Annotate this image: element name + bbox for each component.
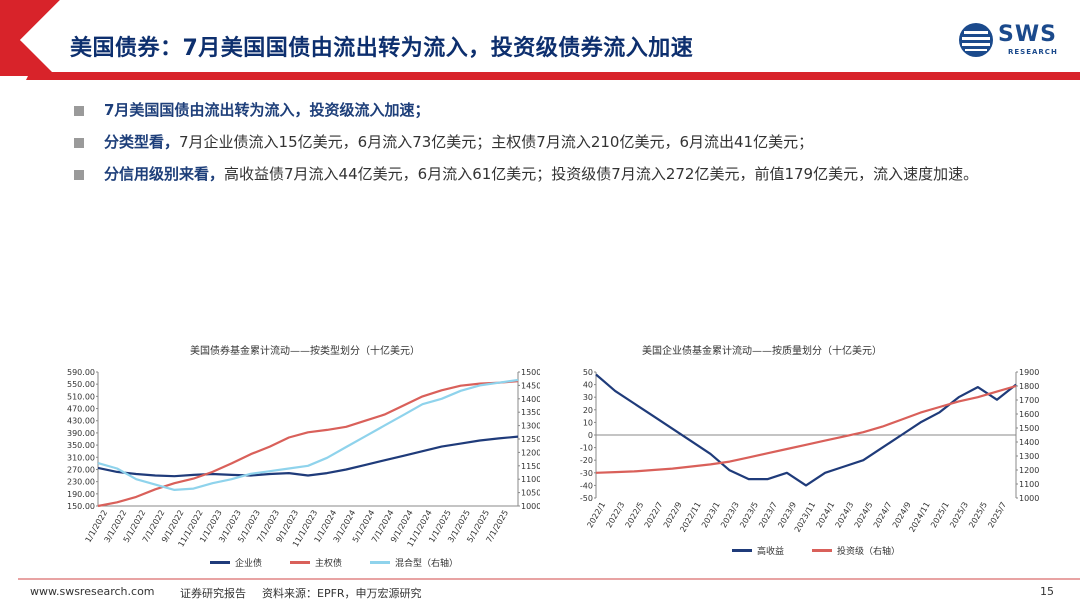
bullet-text: 7月企业债流入15亿美元，6月流入73亿美元；主权债7月流入210亿美元，6月流… <box>179 133 814 151</box>
legend-item: 投资级（右轴） <box>812 544 900 557</box>
bullet-square-icon <box>74 106 84 116</box>
bullet-lead: 分类型看， <box>104 133 180 151</box>
left-axis-tick-label: 230.00 <box>67 478 95 487</box>
logo-subtitle: RESEARCH <box>1008 48 1058 56</box>
series-line-2 <box>97 378 519 491</box>
sws-logo: SWS RESEARCH <box>958 22 1058 62</box>
left-axis-tick-label: -30 <box>580 469 593 478</box>
legend-label: 高收益 <box>757 547 785 557</box>
right-axis-tick-label: 1300.00 <box>521 422 540 431</box>
right-axis-tick-label: 1800 <box>1019 382 1039 391</box>
left-axis-tick-label: 50 <box>583 368 593 377</box>
right-axis-tick-label: 1200.00 <box>521 448 540 457</box>
right-axis-tick-label: 1200 <box>1019 466 1039 475</box>
right-axis-tick-label: 1400 <box>1019 438 1039 447</box>
legend-item: 主权债 <box>290 556 342 569</box>
left-axis-tick-label: 10 <box>583 418 593 427</box>
bullet-lead: 7月美国国债由流出转为流入，投资级流入加速； <box>104 101 430 119</box>
legend-label: 企业债 <box>235 559 263 569</box>
right-axis-tick-label: 1000 <box>1019 494 1039 503</box>
series-line-1 <box>595 384 1017 474</box>
series-line-1 <box>97 380 519 508</box>
chart-bond-by-type: 美国债券基金累计流动——按类型划分（十亿美元） 590.00 550.00 510.… <box>40 338 540 573</box>
right-axis-tick-label: 1300 <box>1019 452 1039 461</box>
bullet-item: 分信用级别来看，高收益债7月流入44亿美元，6月流入61亿美元；投资级债7月流入… <box>72 162 1052 187</box>
series-line-0 <box>595 373 1017 487</box>
legend-label: 投资级（右轴） <box>837 547 901 557</box>
legend-label: 主权债 <box>315 559 343 569</box>
right-axis-tick-label: 1250.00 <box>521 435 540 444</box>
left-axis-tick-label: 590.00 <box>67 368 95 377</box>
left-axis-tick-label: 0 <box>588 431 593 440</box>
legend-item: 混合型（右轴） <box>370 556 458 569</box>
slide-header: 美国债券：7月美国国债由流出转为流入，投资级债券流入加速 SWS RESEARC… <box>0 0 1080 88</box>
left-axis-tick-label: 390.00 <box>67 429 95 438</box>
bullet-square-icon <box>74 170 84 180</box>
left-axis-tick-label: 150.00 <box>67 502 95 511</box>
sws-globe-icon <box>959 23 993 57</box>
right-axis-tick-label: 1000.00 <box>521 502 540 511</box>
bullet-list: 7月美国国债由流出转为流入，投资级流入加速； 分类型看，7月企业债流入15亿美元… <box>72 98 1052 194</box>
left-axis-tick-label: 30 <box>583 393 593 402</box>
bullet-lead: 分信用级别来看， <box>104 165 225 183</box>
x-axis-tick-label: 2025/7 <box>986 501 1008 530</box>
bullet-item: 分类型看，7月企业债流入15亿美元，6月流入73亿美元；主权债7月流入210亿美… <box>72 130 1052 155</box>
legend-swatch <box>812 549 833 552</box>
right-axis-tick-label: 1100.00 <box>521 475 540 484</box>
left-axis-tick-label: 350.00 <box>67 441 95 450</box>
left-axis-tick-label: 550.00 <box>67 380 95 389</box>
right-axis-tick-label: 1150.00 <box>521 462 540 471</box>
header-banner-shape <box>0 0 1080 80</box>
left-axis-tick-label: -10 <box>580 444 593 453</box>
left-axis-tick-label: -40 <box>580 481 593 490</box>
chart-title: 美国企业债基金累计流动——按质量划分（十亿美元） <box>642 346 882 357</box>
legend-item: 企业债 <box>210 556 262 569</box>
page-number: 15 <box>1040 585 1054 598</box>
left-axis-tick-label: 40 <box>583 381 593 390</box>
left-axis-tick-label: 270.00 <box>67 465 95 474</box>
footer-url[interactable]: www.swsresearch.com <box>30 585 155 598</box>
bullet-item: 7月美国国债由流出转为流入，投资级流入加速； <box>72 98 1052 123</box>
right-axis-tick-label: 1500.00 <box>521 368 540 377</box>
right-axis-tick-label: 1400.00 <box>521 395 540 404</box>
footer-report-type: 证券研究报告 <box>180 587 246 600</box>
logo-wordmark: SWS <box>998 22 1057 47</box>
chart-corp-by-quality: 美国企业债基金累计流动——按质量划分（十亿美元） 50 40 30 20 10 0 -10 -… <box>560 338 1060 573</box>
series-line-0 <box>97 435 519 478</box>
footer-divider <box>18 578 1080 580</box>
left-axis-tick-label: 20 <box>583 406 593 415</box>
right-axis-tick-label: 1700 <box>1019 396 1039 405</box>
legend-swatch <box>210 561 230 564</box>
left-axis-tick-label: -50 <box>580 494 593 503</box>
left-axis-tick-label: 430.00 <box>67 417 95 426</box>
chart-plot-area: 590.00 550.00 510.00 470.00 430.00 390.00 350.… <box>67 368 540 549</box>
right-axis-tick-label: 1600 <box>1019 410 1039 419</box>
left-axis-tick-label: 470.00 <box>67 405 95 414</box>
left-axis-tick-label: 510.00 <box>67 392 95 401</box>
left-axis-tick-label: 190.00 <box>67 490 95 499</box>
left-axis-tick-label: -20 <box>580 456 593 465</box>
right-axis-tick-label: 1450.00 <box>521 381 540 390</box>
legend-swatch <box>370 561 391 564</box>
right-axis-tick-label: 1350.00 <box>521 408 540 417</box>
legend-item: 高收益 <box>732 544 784 557</box>
footer-source: 资料来源：EPFR，申万宏源研究 <box>262 587 422 600</box>
chart-plot-area: 50 40 30 20 10 0 -10 -20 -30 -40 -50 1900 1800 1700 16… <box>580 368 1039 534</box>
right-axis-tick-label: 1900 <box>1019 368 1039 377</box>
bullet-text: 高收益债7月流入44亿美元，6月流入61亿美元；投资级债7月流入272亿美元，前… <box>224 165 979 183</box>
left-axis-tick-label: 310.00 <box>67 453 95 462</box>
chart-legend: 企业债 主权债 混合型（右轴） <box>210 556 486 569</box>
right-axis-tick-label: 1500 <box>1019 424 1039 433</box>
legend-swatch <box>732 549 752 552</box>
right-axis-tick-label: 1100 <box>1019 480 1039 489</box>
legend-label: 混合型（右轴） <box>395 559 459 569</box>
chart-legend: 高收益 投资级（右轴） <box>732 544 928 557</box>
page-title: 美国债券：7月美国国债由流出转为流入，投资级债券流入加速 <box>70 36 694 61</box>
bullet-square-icon <box>74 138 84 148</box>
right-axis-tick-label: 1050.00 <box>521 489 540 498</box>
legend-swatch <box>290 561 311 564</box>
chart-title: 美国债券基金累计流动——按类型划分（十亿美元） <box>190 346 420 357</box>
